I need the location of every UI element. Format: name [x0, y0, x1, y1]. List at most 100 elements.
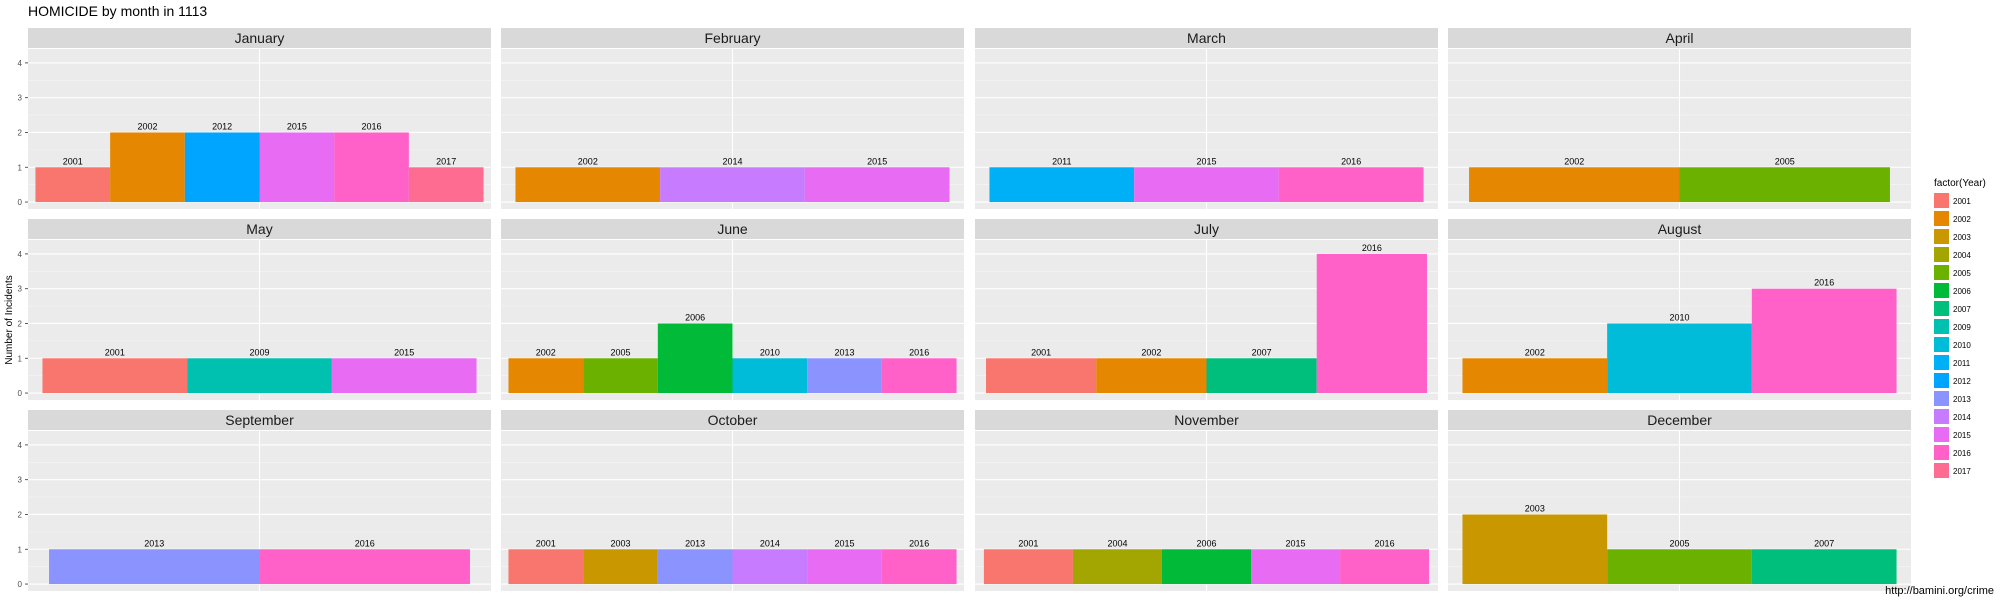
- bar-label: 2016: [362, 121, 382, 131]
- bar-label: 2016: [909, 538, 929, 548]
- legend-title: factor(Year): [1934, 178, 1986, 189]
- facet-june: June 2002 2005 2006 2010 2013 2016: [501, 219, 964, 400]
- bar-2012: [184, 132, 260, 203]
- bar-2015: [804, 167, 950, 203]
- bar-label: 2015: [867, 156, 887, 166]
- facet-strip-label: July: [1194, 221, 1219, 237]
- bar-label: 2002: [536, 347, 556, 357]
- bar-2005: [1607, 549, 1752, 585]
- bar-label: 2016: [1362, 243, 1382, 253]
- y-tick-label: 0: [18, 580, 23, 589]
- legend-swatch: [1934, 373, 1949, 388]
- y-tick-label: 4: [18, 59, 23, 68]
- facet-october: October 2001 2003 2013 2014 2015 2016: [501, 410, 964, 591]
- legend-label: 2003: [1953, 233, 1971, 242]
- y-tick-label: 4: [18, 250, 23, 259]
- bar-label: 2003: [1525, 503, 1545, 513]
- facet-strip-label: September: [225, 412, 294, 428]
- legend-label: 2009: [1953, 323, 1971, 332]
- legend-swatch: [1934, 247, 1949, 262]
- bar-2016: [881, 549, 957, 585]
- bar-2007: [1206, 358, 1317, 394]
- bar-2005: [1679, 167, 1890, 203]
- bar-2014: [732, 549, 808, 585]
- facet-strip-label: March: [1187, 30, 1226, 46]
- bar-2015: [1134, 167, 1279, 203]
- legend-item-2017: 2017: [1934, 463, 1971, 478]
- bar-2001: [983, 549, 1073, 585]
- facet-strip-label: January: [235, 30, 285, 46]
- legend-swatch: [1934, 427, 1949, 442]
- facet-august: August 2002 2010 2016: [1448, 219, 1911, 400]
- legend-label: 2011: [1953, 359, 1971, 368]
- source-caption: http://bamini.org/crime: [1885, 585, 1994, 597]
- bar-label: 2007: [1252, 347, 1272, 357]
- bar-2007: [1751, 549, 1897, 585]
- legend-swatch: [1934, 337, 1949, 352]
- facet-strip: [28, 219, 491, 239]
- bar-label: 2010: [1669, 312, 1689, 322]
- bar-label: 2011: [1052, 156, 1071, 166]
- bar-2011: [989, 167, 1135, 203]
- bar-label: 2017: [436, 156, 456, 166]
- y-axis-label: Number of Incidents: [4, 275, 15, 365]
- bar-label: 2004: [1107, 538, 1127, 548]
- bar-2002: [1469, 167, 1680, 203]
- legend-item-2009: 2009: [1934, 319, 1971, 334]
- facet-strip-label: May: [246, 221, 272, 237]
- legend: factor(Year) 2001 2002 2003 2004 2005 2006 2007…: [1934, 178, 1986, 478]
- legend-label: 2004: [1953, 251, 1971, 260]
- legend-label: 2001: [1953, 197, 1971, 206]
- bar-2003: [1462, 514, 1608, 585]
- bar-2016: [1278, 167, 1424, 203]
- legend-label: 2006: [1953, 287, 1971, 296]
- legend-label: 2007: [1953, 305, 1971, 314]
- legend-swatch: [1934, 265, 1949, 280]
- bar-label: 2001: [63, 156, 83, 166]
- legend-swatch: [1934, 355, 1949, 370]
- bar-2015: [331, 358, 477, 394]
- bar-label: 2006: [1196, 538, 1216, 548]
- y-tick-label: 1: [18, 354, 23, 363]
- bar-2015: [1251, 549, 1341, 585]
- bar-2016: [334, 132, 409, 203]
- facet-february: February 2002 2014 2015: [501, 28, 964, 209]
- bar-2009: [187, 358, 332, 394]
- bar-label: 2013: [835, 347, 855, 357]
- bar-2002: [1462, 358, 1608, 394]
- legend-item-2010: 2010: [1934, 337, 1971, 352]
- bar-label: 2016: [909, 347, 929, 357]
- bar-2013: [807, 358, 882, 394]
- bar-label: 2001: [536, 538, 556, 548]
- y-tick-label: 0: [18, 389, 23, 398]
- y-tick-label: 4: [18, 441, 23, 450]
- facet-strip: [975, 28, 1438, 48]
- legend-swatch: [1934, 445, 1949, 460]
- y-tick-label: 2: [18, 319, 23, 328]
- legend-item-2012: 2012: [1934, 373, 1971, 388]
- facet-april: April 2002 2005: [1448, 28, 1911, 209]
- facet-strip: [28, 410, 491, 430]
- bar-label: 2002: [1141, 347, 1161, 357]
- bar-2001: [42, 358, 188, 394]
- bar-2014: [660, 167, 805, 203]
- facet-may: May 0 1 2 3 4 2001 2009 2015: [18, 219, 491, 400]
- legend-swatch: [1934, 409, 1949, 424]
- facet-july: July 2001 2002 2007 2016: [975, 219, 1438, 400]
- legend-swatch: [1934, 301, 1949, 316]
- facet-march: March 2011 2015 2016: [975, 28, 1438, 209]
- y-tick-label: 1: [18, 545, 23, 554]
- legend-label: 2012: [1953, 377, 1971, 386]
- legend-label: 2014: [1953, 413, 1971, 422]
- y-tick-label: 3: [18, 94, 23, 103]
- facet-strip-label: February: [704, 30, 760, 46]
- facet-strip: [1448, 28, 1911, 48]
- bar-label: 2014: [760, 538, 780, 548]
- bar-label: 2005: [610, 347, 630, 357]
- bar-2016: [1340, 549, 1430, 585]
- bar-label: 2015: [287, 121, 307, 131]
- bar-label: 2002: [137, 121, 157, 131]
- facet-strip-label: October: [708, 412, 758, 428]
- bar-2002: [1096, 358, 1207, 394]
